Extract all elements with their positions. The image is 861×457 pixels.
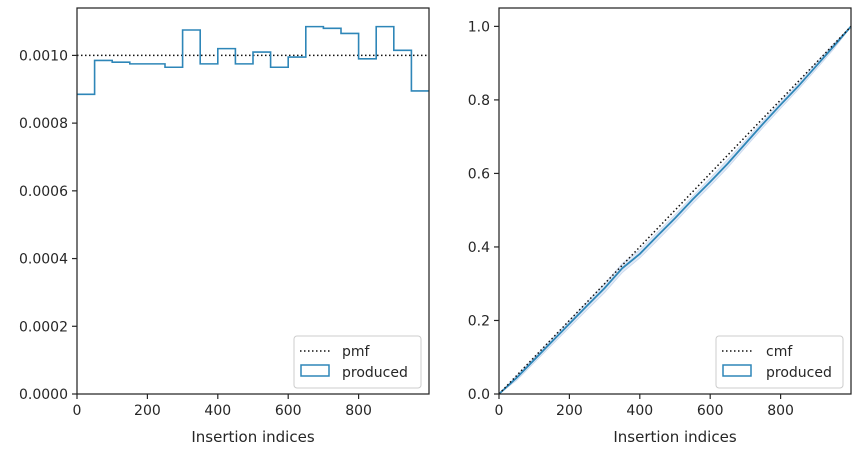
legend-label-produced: produced (342, 365, 408, 381)
y-tick-label: 0.0008 (19, 116, 68, 132)
y-tick-label: 0.6 (468, 166, 490, 182)
x-axis-ticks: 0 200 400 600 800 (73, 394, 372, 419)
legend: cmf produced (715, 335, 844, 389)
x-axis-label: Insertion indices (191, 428, 314, 446)
x-tick-label: 200 (556, 403, 583, 419)
produced-step-line (77, 25, 429, 96)
legend: pmf produced (293, 335, 422, 389)
legend-swatch-produced (722, 364, 752, 377)
cmf-panel: 0 200 400 600 800 0.0 0.2 0.4 0.6 0.8 1.0 Inserti… (468, 7, 852, 446)
axes-frame (76, 7, 430, 395)
cmf-reference-line (498, 25, 852, 395)
legend-box (715, 335, 844, 389)
plot-area (77, 8, 429, 394)
cmf-reference-layer (498, 25, 852, 395)
plot-area (499, 8, 851, 394)
produced-histogram-layer (77, 25, 429, 96)
x-tick-label: 400 (626, 403, 653, 419)
x-tick-label: 400 (204, 403, 231, 419)
x-tick-label: 600 (697, 403, 724, 419)
x-tick-label: 0 (73, 403, 82, 419)
x-tick-label: 600 (275, 403, 302, 419)
axes-frame (498, 7, 852, 395)
x-tick-label: 0 (495, 403, 504, 419)
legend-label-produced: produced (766, 365, 832, 381)
x-tick-label: 200 (134, 403, 161, 419)
legend-label-pmf: pmf (342, 344, 371, 360)
y-tick-label: 1.0 (468, 19, 490, 35)
legend-box (293, 335, 422, 389)
legend-label-cmf: cmf (766, 344, 793, 360)
produced-cumulative-line (498, 25, 852, 395)
y-tick-label: 0.2 (468, 313, 490, 329)
legend-swatch-produced (300, 364, 330, 377)
y-tick-label: 0.0 (468, 387, 490, 403)
x-axis-ticks: 0 200 400 600 800 (495, 394, 794, 419)
y-axis-ticks: 0.0000 0.0002 0.0004 0.0006 0.0008 0.0010 (19, 48, 77, 403)
y-axis-ticks: 0.0 0.2 0.4 0.6 0.8 1.0 (468, 19, 499, 403)
y-tick-label: 0.0004 (19, 252, 68, 268)
x-axis-label: Insertion indices (613, 428, 736, 446)
y-tick-label: 0.0000 (19, 387, 68, 403)
y-tick-label: 0.0010 (19, 48, 68, 64)
x-tick-label: 800 (767, 403, 794, 419)
x-tick-label: 800 (345, 403, 372, 419)
produced-line-layer (498, 25, 852, 395)
y-tick-label: 0.8 (468, 93, 490, 109)
y-tick-label: 0.0002 (19, 319, 68, 335)
pmf-histogram-panel: 0 200 400 600 800 0.00000.00020.00040.00060.… (19, 7, 430, 446)
y-tick-label: 0.0006 (19, 184, 68, 200)
y-tick-label: 0.4 (468, 240, 490, 256)
